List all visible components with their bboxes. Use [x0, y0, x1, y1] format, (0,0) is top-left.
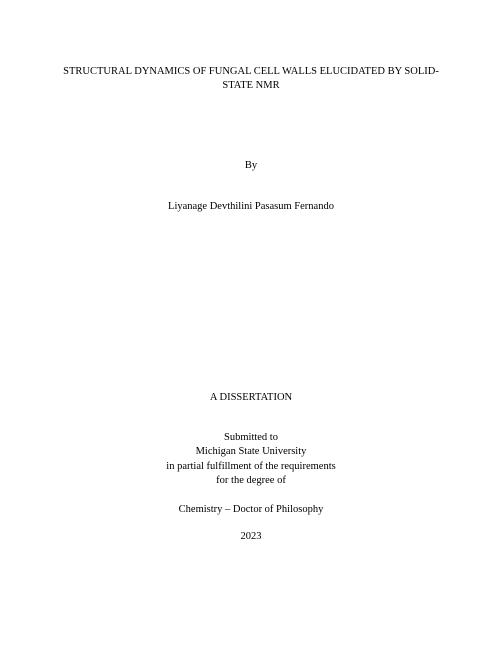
for-degree-text: for the degree of: [216, 475, 286, 486]
dissertation-title: STRUCTURAL DYNAMICS OF FUNGAL CELL WALLS…: [63, 65, 439, 92]
author-name: Liyanage Devthilini Pasasum Fernando: [168, 201, 334, 212]
year: 2023: [241, 531, 262, 542]
by-label: By: [245, 160, 257, 171]
university-name: Michigan State University: [196, 446, 307, 457]
fulfillment-text: in partial fulfillment of the requiremen…: [166, 461, 335, 472]
submitted-to: Submitted to: [224, 432, 278, 443]
submission-block: Submitted to Michigan State University i…: [166, 431, 335, 488]
title-line-1: STRUCTURAL DYNAMICS OF FUNGAL CELL WALLS…: [63, 66, 439, 77]
degree-program: Chemistry – Doctor of Philosophy: [179, 504, 324, 515]
dissertation-label: A DISSERTATION: [210, 392, 292, 403]
title-line-2: STATE NMR: [222, 80, 279, 91]
